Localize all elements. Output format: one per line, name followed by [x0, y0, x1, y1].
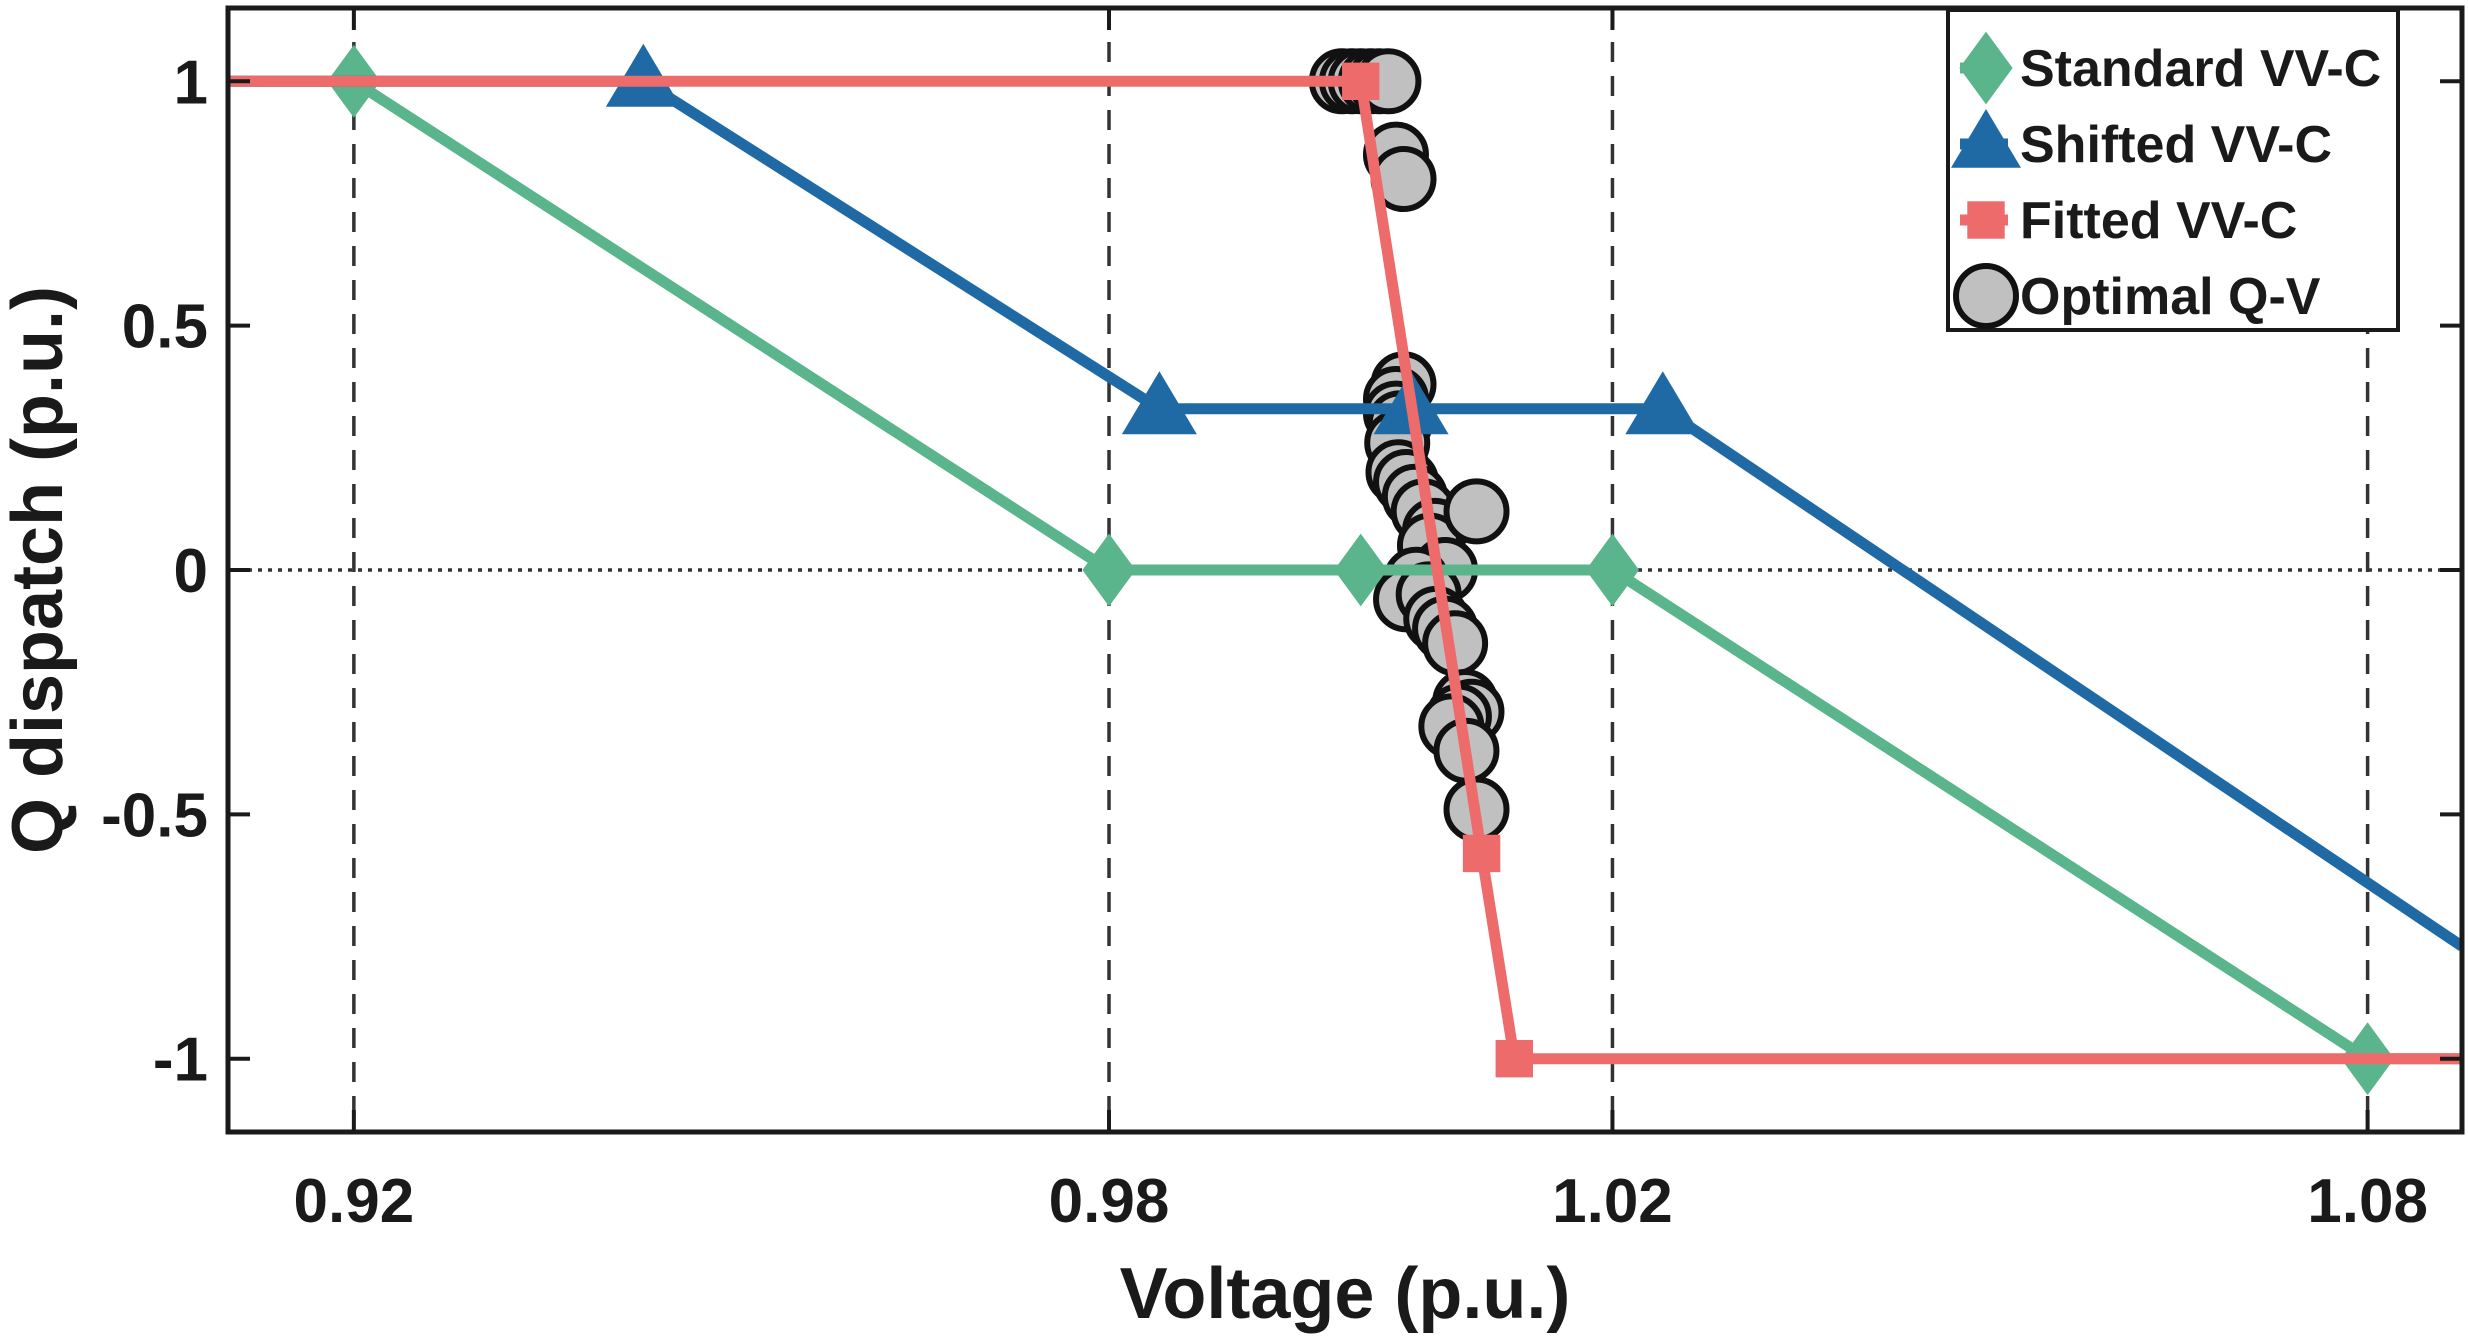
- y-tick-label: 0.5: [122, 293, 208, 362]
- x-tick-label: 0.92: [294, 1167, 415, 1236]
- standard-vv-c-marker: [1334, 533, 1388, 607]
- legend-marker-standard-vv-c: [1959, 31, 2013, 105]
- shifted-vv-c-marker: [1625, 371, 1701, 435]
- y-tick-label: -0.5: [101, 781, 208, 850]
- legend-label-optimal-q-v: Optimal Q-V: [2020, 268, 2321, 326]
- legend-marker-fitted-vv-c: [1967, 201, 2005, 239]
- x-tick-label: 1.08: [2307, 1167, 2428, 1236]
- standard-vv-c-marker: [1082, 533, 1136, 607]
- legend-label-fitted-vv-c: Fitted VV-C: [2020, 192, 2297, 250]
- legend-marker-optimal-q-v: [1953, 263, 2019, 329]
- y-tick-label: 0: [174, 537, 208, 606]
- fitted-vv-c-marker: [1495, 1039, 1533, 1078]
- x-axis-title: Voltage (p.u.): [1120, 1254, 1571, 1334]
- y-axis-title: Q dispatch (p.u.): [0, 286, 78, 854]
- axis-ticks: [228, 8, 2462, 1132]
- shifted-vv-c-marker: [1121, 371, 1197, 435]
- y-tick-label: 1: [174, 48, 208, 117]
- optimal-qv-point: [1443, 478, 1510, 545]
- shifted-vv-c-marker: [605, 43, 681, 107]
- legend-marker-shifted-vv-c: [1951, 109, 2021, 168]
- y-tick-label: -1: [153, 1026, 208, 1095]
- tick-labels: 0.92 0.98 1.02 1.08 1 0.5 0 -0.5 -1: [101, 48, 2428, 1236]
- legend-label-shifted-vv-c: Shifted VV-C: [2020, 116, 2332, 174]
- legend-label-standard-vv-c: Standard VV-C: [2020, 40, 2381, 98]
- x-tick-label: 0.98: [1049, 1167, 1170, 1236]
- fitted-vv-c-marker: [1462, 834, 1501, 873]
- legend: Standard VV-C Shifted VV-C Fitted VV-C Opti…: [1946, 8, 2400, 332]
- legend-box: [1946, 8, 2400, 332]
- standard-vv-c-marker: [1585, 533, 1640, 607]
- x-tick-label: 1.02: [1552, 1167, 1673, 1236]
- series-group: [228, 43, 2462, 1096]
- fitted-vv-c-marker: [1342, 62, 1380, 101]
